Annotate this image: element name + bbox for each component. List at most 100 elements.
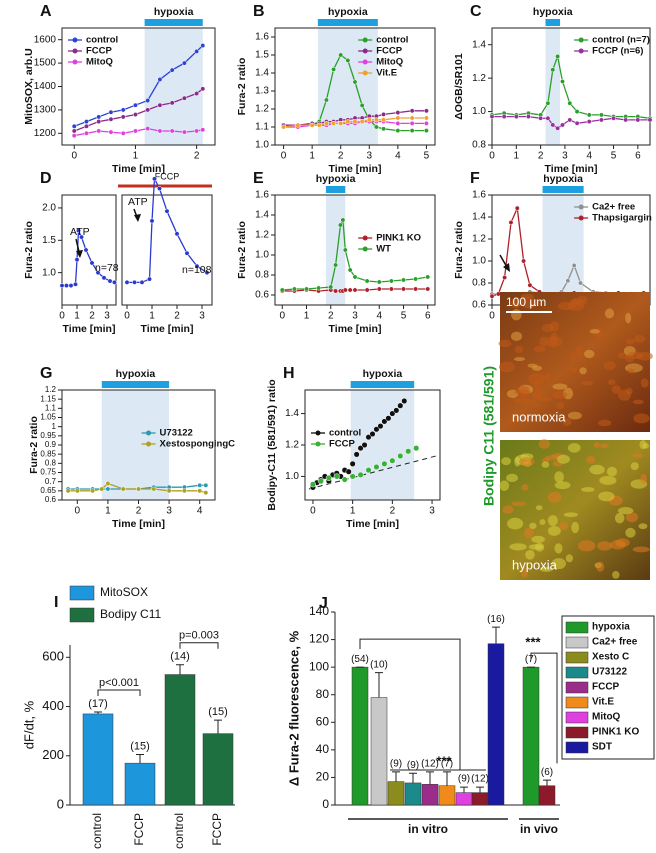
hypoxia-band	[325, 195, 346, 305]
data-point	[157, 102, 163, 108]
x-tick-label: 1	[350, 506, 356, 517]
y-tick-label: 1.0	[42, 267, 56, 278]
cell	[532, 388, 542, 400]
bar	[487, 643, 505, 806]
cell	[527, 363, 538, 368]
data-point	[89, 260, 95, 266]
cell	[539, 519, 546, 525]
data-point	[76, 228, 81, 234]
x-tick-label: FCCP	[132, 813, 146, 846]
legend-marker	[146, 430, 152, 436]
bar	[124, 762, 156, 806]
cell	[510, 331, 523, 341]
cell	[557, 301, 576, 311]
hypoxia-label: hypoxia	[328, 6, 368, 18]
cell	[632, 399, 644, 405]
x-tick-label: 4	[197, 506, 203, 517]
data-point	[345, 119, 351, 125]
data-point	[107, 278, 113, 284]
data-point	[571, 262, 577, 268]
x-tick-label: 2	[89, 311, 95, 322]
cell	[570, 352, 577, 362]
cell	[541, 457, 550, 464]
data-point	[357, 471, 364, 478]
cell	[627, 368, 635, 374]
bar	[404, 782, 422, 806]
legend-marker	[578, 48, 584, 54]
error-bar	[460, 786, 468, 793]
data-point	[359, 119, 365, 125]
cell	[565, 554, 574, 563]
y-tick-label: 1.1	[255, 122, 269, 133]
data-point	[169, 67, 175, 73]
error-bar	[214, 719, 222, 734]
cell	[579, 367, 587, 375]
treatment-label: FCCP	[155, 171, 180, 181]
legend-label: PINK1 KO	[592, 727, 639, 738]
legend-marker	[578, 215, 584, 221]
data-point	[145, 126, 151, 132]
cell	[529, 522, 537, 530]
data-point	[136, 486, 141, 492]
annotation: n=108	[182, 264, 212, 276]
data-point	[401, 397, 408, 405]
cell	[547, 525, 561, 536]
legend-label: MitoQ	[86, 57, 113, 68]
legend-label: Xesto C	[592, 652, 629, 663]
x-tick-label: 6	[425, 311, 431, 322]
y-tick-label: 600	[42, 649, 64, 664]
data-point	[586, 119, 592, 125]
x-tick-label: 2	[174, 311, 180, 322]
cell	[599, 443, 609, 449]
x-tick-label: 3	[104, 311, 110, 322]
data-point	[147, 276, 152, 282]
bar	[522, 666, 540, 806]
y-axis-label: Fura-2 ratio	[28, 416, 40, 474]
cell	[589, 464, 605, 475]
data-point	[352, 274, 358, 280]
data-point	[95, 270, 101, 276]
cell	[611, 385, 621, 394]
data-point	[333, 473, 340, 480]
y-tick-label: 60	[316, 714, 330, 728]
y-tick-label: 0.85	[40, 449, 56, 458]
y-tick-label: 1400	[34, 81, 57, 92]
cell	[574, 300, 587, 306]
bar	[538, 785, 556, 806]
y-tick-label: 1.2	[255, 104, 269, 115]
x-axis-label: Time [min]	[141, 323, 194, 335]
data-point	[373, 124, 379, 130]
legend-marker	[362, 59, 368, 65]
cell	[593, 442, 601, 448]
legend-marker	[362, 70, 368, 76]
cell	[607, 379, 616, 386]
x-tick-label: 1	[514, 151, 520, 162]
x-tick-label: 5	[424, 151, 430, 162]
data-point	[545, 115, 551, 121]
y-tick-label: 1.6	[255, 190, 269, 201]
cell	[511, 308, 522, 321]
x-axis-label: Time [min]	[329, 323, 382, 335]
x-tick-label: 3	[562, 151, 568, 162]
y-tick-label: 0.8	[472, 140, 486, 151]
error-bar	[94, 711, 102, 714]
data-point	[425, 274, 431, 280]
hypoxia-label: hypoxia	[533, 6, 573, 18]
error-bar	[409, 772, 417, 783]
cell	[535, 505, 543, 511]
n-label: (9)	[407, 760, 419, 771]
data-point	[203, 482, 209, 488]
data-point	[164, 208, 170, 214]
annotation: n=78	[95, 262, 119, 274]
data-point	[200, 127, 206, 133]
data-point	[71, 133, 77, 139]
cell	[507, 517, 524, 530]
error-bar	[543, 779, 551, 786]
panel-letter: G	[40, 365, 52, 382]
cell	[552, 383, 568, 390]
data-point	[108, 129, 114, 135]
data-point	[381, 111, 387, 117]
legend-marker	[362, 235, 368, 241]
x-tick-label: control	[172, 813, 186, 849]
